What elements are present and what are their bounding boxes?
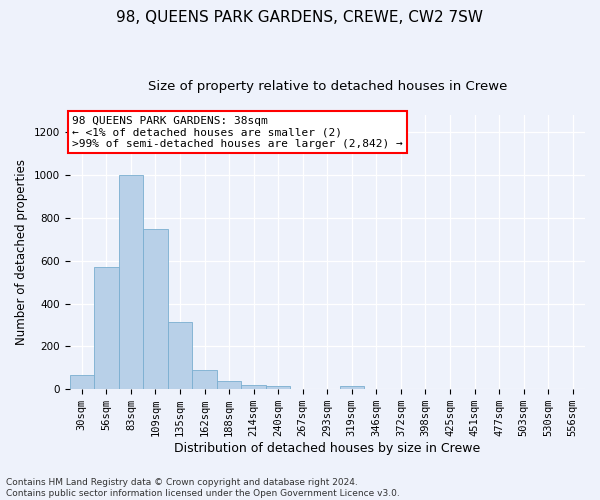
Bar xyxy=(340,386,364,389)
Y-axis label: Number of detached properties: Number of detached properties xyxy=(15,159,28,345)
Bar xyxy=(94,267,119,389)
Title: Size of property relative to detached houses in Crewe: Size of property relative to detached ho… xyxy=(148,80,507,93)
Bar xyxy=(70,376,94,389)
Bar xyxy=(119,175,143,389)
Text: Contains HM Land Registry data © Crown copyright and database right 2024.
Contai: Contains HM Land Registry data © Crown c… xyxy=(6,478,400,498)
Text: 98 QUEENS PARK GARDENS: 38sqm
← <1% of detached houses are smaller (2)
>99% of s: 98 QUEENS PARK GARDENS: 38sqm ← <1% of d… xyxy=(72,116,403,148)
Text: 98, QUEENS PARK GARDENS, CREWE, CW2 7SW: 98, QUEENS PARK GARDENS, CREWE, CW2 7SW xyxy=(116,10,484,25)
Bar xyxy=(241,384,266,389)
Bar xyxy=(266,386,290,389)
Bar xyxy=(168,322,192,389)
Bar xyxy=(192,370,217,389)
Bar xyxy=(217,381,241,389)
Bar xyxy=(143,228,168,389)
X-axis label: Distribution of detached houses by size in Crewe: Distribution of detached houses by size … xyxy=(174,442,481,455)
